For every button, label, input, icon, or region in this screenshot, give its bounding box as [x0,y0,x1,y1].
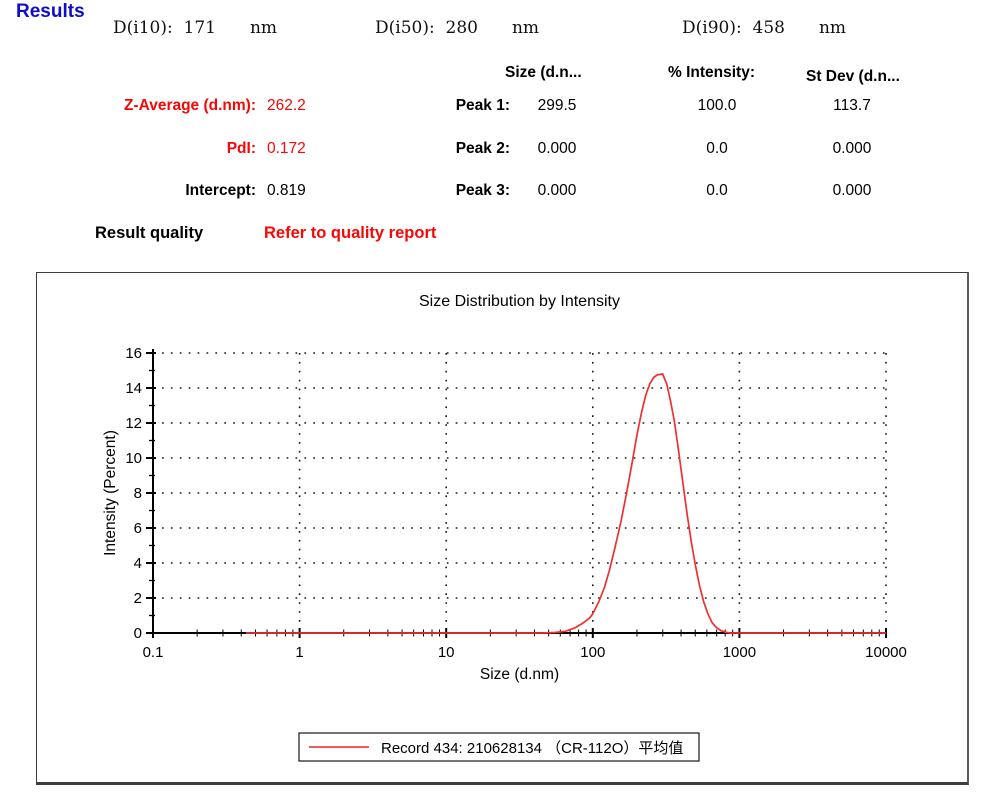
peak3-label: Peak 3: [455,182,510,199]
y-axis-label: Intensity (Percent) [102,430,119,556]
x-tick-label: 100 [580,644,605,661]
y-tick-label: 10 [125,450,142,467]
d-i50-label-value: D(i50): 280 [375,18,478,38]
y-tick-label: 6 [134,520,142,537]
peak2-intensity: 0.0 [706,140,728,157]
peak2-size: 0.000 [537,140,577,157]
x-tick-label: 1000 [723,644,756,661]
result-quality-label: Result quality [95,224,204,242]
y-tick-label: 12 [125,415,142,432]
x-axis-label: Size (d.nm) [480,666,559,683]
d-i50-unit: nm [511,18,540,38]
column-header-intensity: % Intensity: [668,64,755,81]
d-i90-label-value: D(i90): 458 [682,18,785,38]
size-distribution-chart: Size Distribution by Intensity 0 2 4 6 8 10 12 1… [36,272,969,785]
y-tick-label: 2 [134,590,142,607]
y-tick-label: 4 [134,555,142,572]
column-header-stdev: St Dev (d.n... [806,68,900,85]
peak1-size: 299.5 [537,97,577,114]
intercept-label: Intercept: [185,182,256,199]
peak1-label: Peak 1: [455,97,510,114]
intercept-value: 0.819 [267,182,306,199]
peak3-intensity: 0.0 [706,182,728,199]
d-i10-label-value: D(i10): 171 [113,18,216,38]
y-tick-label: 14 [125,380,142,397]
d-i10-group: D(i10): 171 nm [113,18,277,38]
d-i90-unit: nm [818,18,847,38]
x-tick-label: 10 [438,644,455,661]
peak3-size: 0.000 [537,182,577,199]
legend-label: Record 434: 210628134 （CR-112O）平均值 [381,740,683,757]
peak2-stdev: 0.000 [832,140,872,157]
x-tick-label: 0.1 [143,644,164,661]
y-tick-label: 0 [134,625,142,642]
column-header-size: Size (d.n... [505,64,582,81]
chart-canvas: Size Distribution by Intensity 0 2 4 6 8 10 12 1… [102,293,907,762]
result-quality-value: Refer to quality report [264,224,437,242]
y-tick-label: 16 [125,345,142,362]
z-average-value: 262.2 [267,97,306,114]
x-tick-label: 10000 [865,644,907,661]
peak3-stdev: 0.000 [832,182,872,199]
z-average-label: Z-Average (d.nm): [123,97,256,114]
intensity-curve [245,373,886,634]
y-tick-label: 8 [134,485,142,502]
d-i50-group: D(i50): 280 nm [375,18,539,38]
d-i10-unit: nm [249,18,278,38]
peak1-intensity: 100.0 [697,97,737,114]
pdi-label: PdI: [226,140,256,157]
chart-title: Size Distribution by Intensity [419,293,620,310]
pdi-value: 0.172 [267,140,306,157]
x-tick-label: 1 [295,644,303,661]
peak2-label: Peak 2: [455,140,510,157]
d-i90-group: D(i90): 458 nm [682,18,846,38]
peak1-stdev: 113.7 [833,97,871,114]
page-title: Results [16,1,85,22]
